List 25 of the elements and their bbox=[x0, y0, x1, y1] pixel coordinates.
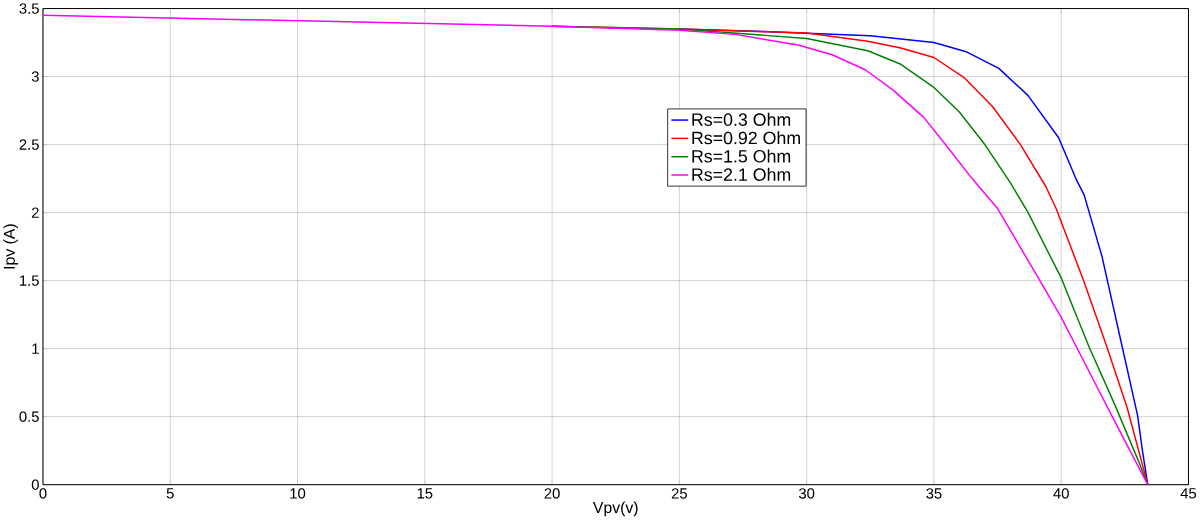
x-tick-label: 40 bbox=[1053, 488, 1069, 499]
x-tick-label: 20 bbox=[544, 488, 560, 499]
x-tick-label: 15 bbox=[417, 488, 433, 499]
x-axis-title: Vpv(v) bbox=[592, 501, 638, 517]
y-tick-label: 3.5 bbox=[19, 3, 39, 15]
y-axis-title: Ipv (A) bbox=[3, 224, 19, 269]
legend-label: Rs=0.3 Ohm bbox=[692, 113, 791, 127]
x-tick-label: 45 bbox=[1180, 488, 1197, 499]
y-tick-label: 1.5 bbox=[20, 275, 39, 287]
y-tick-label: 2 bbox=[31, 207, 39, 219]
x-tick-label: 0 bbox=[39, 488, 47, 499]
y-tick-label: 0.5 bbox=[19, 411, 39, 423]
y-tick-label: 2.5 bbox=[19, 139, 39, 151]
x-tick-label: 10 bbox=[290, 488, 306, 499]
y-tick-label: 1 bbox=[32, 343, 39, 354]
x-tick-label: 35 bbox=[926, 488, 942, 499]
legend-label: Rs=1.5 Ohm bbox=[692, 149, 791, 163]
legend-label: Rs=2.1 Ohm bbox=[692, 168, 791, 182]
legend-label: Rs=0.92 Ohm bbox=[692, 131, 800, 145]
x-tick-label: 5 bbox=[166, 488, 174, 499]
line-series bbox=[551, 25, 1149, 485]
x-tick-label: 30 bbox=[798, 488, 815, 499]
y-tick-label: 0 bbox=[31, 479, 39, 491]
y-tick-label: 3 bbox=[31, 71, 39, 83]
x-tick-label: 25 bbox=[671, 488, 687, 499]
